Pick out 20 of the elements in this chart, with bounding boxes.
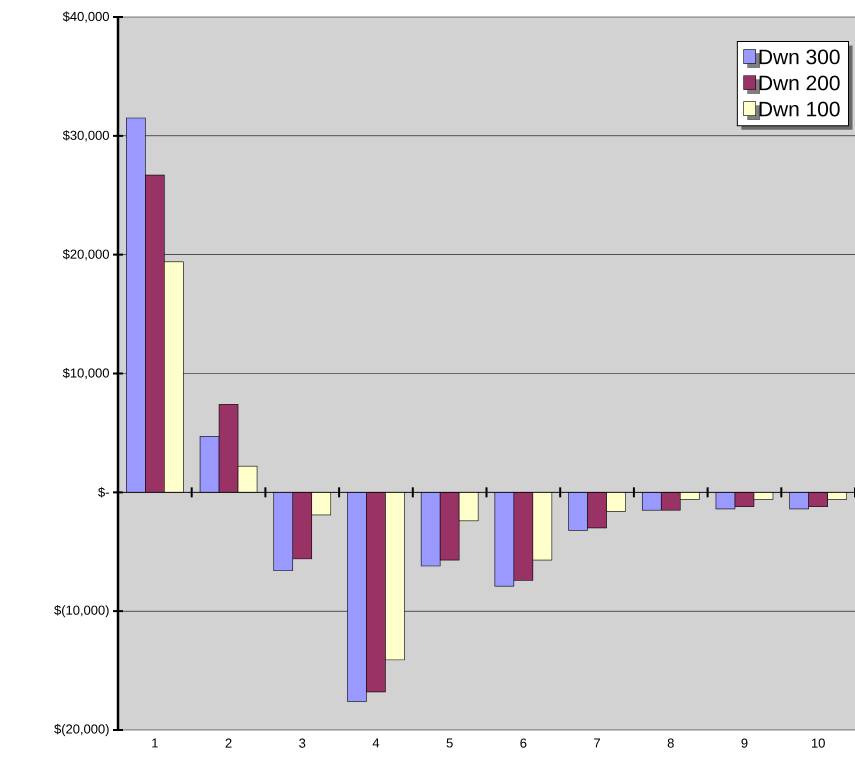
- x-tick-label: 1: [152, 738, 158, 748]
- x-tick-label: 6: [520, 738, 526, 748]
- x-tick-label: 10: [812, 738, 825, 748]
- x-tick-label: 8: [668, 738, 674, 748]
- y-tick-label: $10,000: [62, 368, 109, 380]
- y-tick-label: $(10,000): [54, 605, 109, 618]
- y-tick-label: $30,000: [62, 130, 109, 142]
- y-tick-label: $20,000: [62, 249, 109, 260]
- x-tick-label: 5: [446, 738, 453, 748]
- x-tick-label: 2: [226, 738, 232, 748]
- legend-label: Dwn 200: [760, 76, 840, 90]
- x-tick-label: 3: [299, 738, 306, 748]
- x-tick-label: 4: [372, 738, 380, 748]
- legend-label: Dwn 100: [760, 102, 840, 116]
- x-tick-label: 9: [741, 738, 748, 748]
- y-tick-label: $40,000: [62, 11, 109, 23]
- y-tick-label: $(20,000): [54, 724, 109, 736]
- x-tick-label: 7: [594, 738, 600, 748]
- legend-label: Dwn 300: [760, 49, 840, 64]
- y-tick-label: $-: [98, 487, 109, 498]
